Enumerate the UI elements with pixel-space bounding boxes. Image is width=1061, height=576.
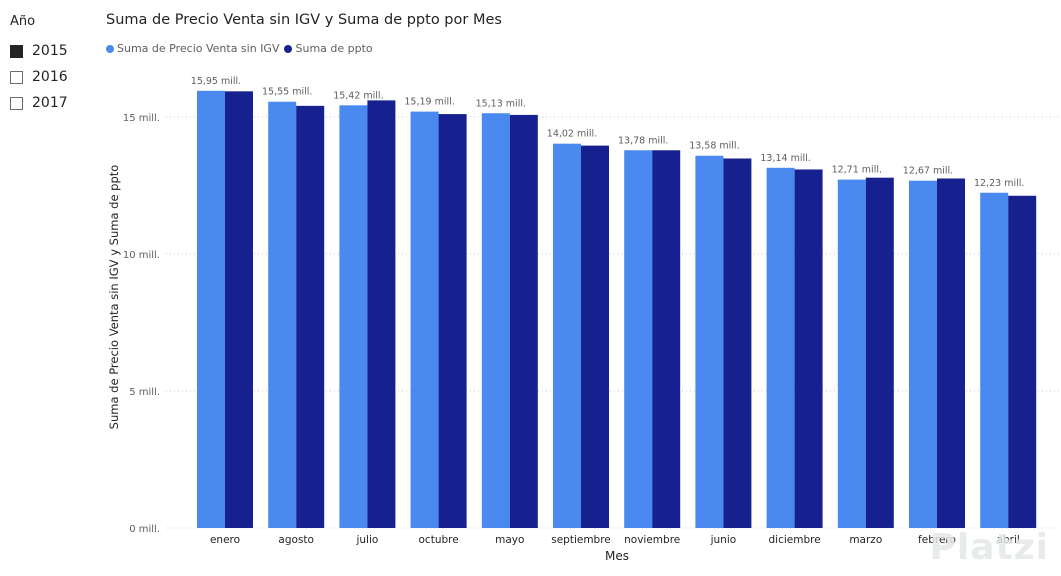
x-tick-label: julio xyxy=(355,534,378,546)
bar-precio-venta xyxy=(766,167,795,528)
legend-item-precio-venta[interactable]: Suma de Precio Venta sin IGV xyxy=(106,42,279,55)
bar-ppto xyxy=(509,114,538,528)
x-tick-label: abril xyxy=(997,534,1020,546)
chart-title: Suma de Precio Venta sin IGV y Suma de p… xyxy=(106,12,502,28)
bar-precio-venta xyxy=(980,192,1009,528)
bar-precio-venta xyxy=(410,111,439,528)
bar-ppto xyxy=(438,114,467,529)
bar-ppto xyxy=(367,100,396,529)
slicer-checkbox[interactable] xyxy=(10,70,23,84)
bar-precio-venta xyxy=(837,179,866,528)
y-tick-label: 0 mill. xyxy=(129,524,160,535)
bar-ppto xyxy=(1008,195,1037,528)
data-label: 14,02 mill. xyxy=(547,129,597,140)
bar-ppto xyxy=(296,105,325,528)
data-label: 15,42 mill. xyxy=(333,90,383,101)
x-tick-label: agosto xyxy=(278,534,314,546)
x-tick-label: mayo xyxy=(495,534,524,546)
data-label: 15,19 mill. xyxy=(404,97,454,108)
slicer-item-2015[interactable]: 2015 xyxy=(10,38,90,64)
bar-precio-venta xyxy=(339,105,368,529)
year-slicer: Año 2015 2016 2017 xyxy=(10,14,90,116)
y-axis-title: Suma de Precio Venta sin IGV y Suma de p… xyxy=(107,165,121,430)
data-label: 13,78 mill. xyxy=(618,135,668,146)
slicer-checkbox[interactable] xyxy=(10,44,23,58)
data-label: 15,95 mill. xyxy=(191,76,241,87)
data-label: 12,23 mill. xyxy=(974,178,1024,189)
x-tick-label: marzo xyxy=(849,534,882,546)
slicer-title: Año xyxy=(10,14,36,29)
data-label: 12,71 mill. xyxy=(832,165,882,176)
legend-label-ppto: Suma de ppto xyxy=(295,42,373,55)
slicer-item-label: 2017 xyxy=(32,95,68,111)
bar-precio-venta xyxy=(268,101,297,528)
data-label: 15,13 mill. xyxy=(476,98,526,109)
x-axis-title: Mes xyxy=(605,549,629,563)
bar-ppto xyxy=(652,150,681,529)
chart-legend: Suma de Precio Venta sin IGV Suma de ppt… xyxy=(106,42,378,55)
legend-marker-precio-venta xyxy=(106,44,114,53)
legend-marker-ppto xyxy=(284,44,293,53)
bar-precio-venta xyxy=(481,113,510,528)
bar-precio-venta xyxy=(624,150,653,529)
data-label: 13,58 mill. xyxy=(689,141,739,152)
bar-ppto xyxy=(865,177,894,528)
platzi-watermark: Platzi xyxy=(929,527,1049,568)
y-tick-label: 5 mill. xyxy=(129,387,160,398)
slicer-item-label: 2015 xyxy=(32,43,68,59)
x-tick-label: junio xyxy=(710,534,737,546)
slicer-checkbox[interactable] xyxy=(10,96,23,110)
bar-ppto xyxy=(937,178,965,528)
slicer-item-2016[interactable]: 2016 xyxy=(10,64,90,90)
bar-ppto xyxy=(225,91,253,528)
bar-precio-venta xyxy=(909,180,937,529)
bar-ppto xyxy=(794,169,823,529)
bar-ppto xyxy=(723,158,752,528)
slicer-item-2017[interactable]: 2017 xyxy=(10,90,90,116)
bar-precio-venta xyxy=(695,155,724,528)
legend-label-precio-venta: Suma de Precio Venta sin IGV xyxy=(117,42,280,55)
y-tick-label: 10 mill. xyxy=(123,250,160,261)
x-tick-label: enero xyxy=(210,534,240,546)
x-tick-label: noviembre xyxy=(624,534,680,546)
data-label: 12,67 mill. xyxy=(903,166,953,177)
x-tick-label: octubre xyxy=(419,534,459,546)
legend-item-ppto[interactable]: Suma de ppto xyxy=(284,42,373,55)
x-tick-label: diciembre xyxy=(769,534,821,546)
data-label: 13,14 mill. xyxy=(760,153,810,164)
x-tick-label: febrero xyxy=(918,534,956,546)
slicer-item-label: 2016 xyxy=(32,69,68,85)
y-tick-label: 15 mill. xyxy=(123,113,160,124)
x-tick-label: septiembre xyxy=(551,534,611,546)
bar-precio-venta xyxy=(553,143,581,528)
bar-precio-venta xyxy=(197,90,225,529)
data-label: 15,55 mill. xyxy=(262,87,312,98)
bar-ppto xyxy=(581,145,609,528)
